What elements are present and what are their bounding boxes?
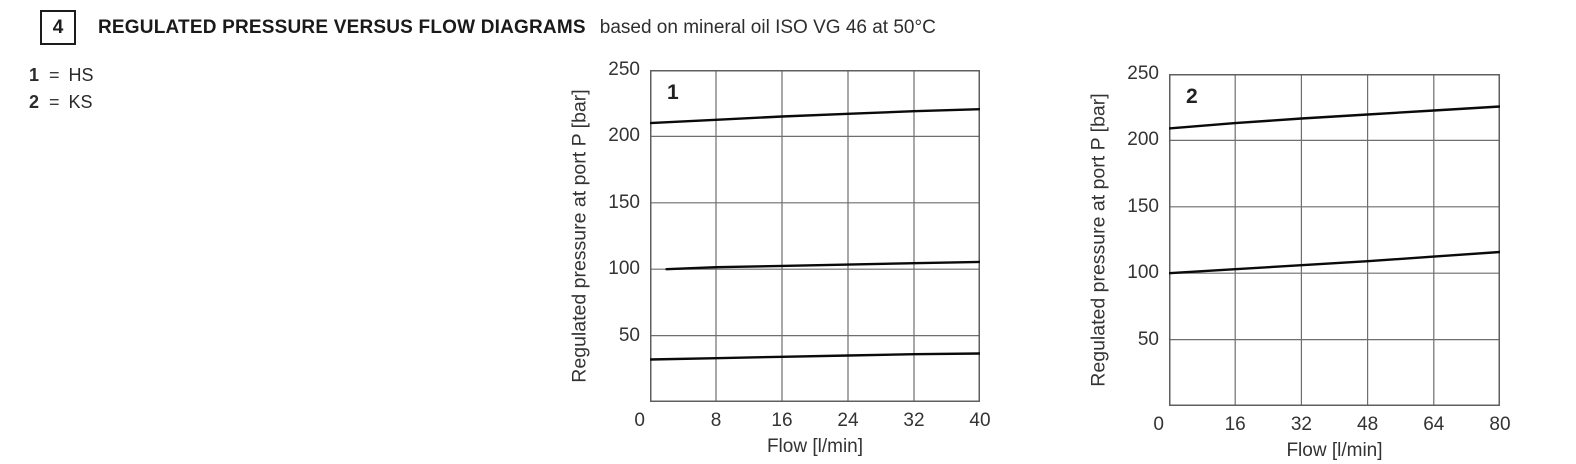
legend-item-hs: 1 = HS xyxy=(29,65,94,86)
chart-2-x-axis-label: Flow [l/min] xyxy=(1286,440,1383,461)
curve-pressure-setting-210-bar xyxy=(1169,105,1500,130)
curve-legend: 1 = HS 2 = KS xyxy=(29,65,94,119)
curve-pressure-setting-210-bar xyxy=(650,108,980,125)
x-tick-label: 32 xyxy=(903,410,925,431)
x-tick-label: 32 xyxy=(1290,414,1312,435)
plot-border xyxy=(650,70,980,402)
chart-2-plot-area: 2 xyxy=(1169,74,1500,406)
legend-item-ks: 2 = KS xyxy=(29,92,94,113)
legend-value: HS xyxy=(68,65,94,85)
legend-value: KS xyxy=(68,92,93,112)
plot-grid-and-curves xyxy=(650,70,980,402)
chart-2-y-tick-labels: 50 100 150 200 250 xyxy=(1107,63,1164,406)
page-title: REGULATED PRESSURE VERSUS FLOW DIAGRAMS xyxy=(98,16,586,38)
page-subtitle: based on mineral oil ISO VG 46 at 50°C xyxy=(599,16,936,38)
chart-1-x-axis-label: Flow [l/min] xyxy=(766,436,864,457)
legend-key: 2 xyxy=(29,92,40,112)
x-tick-label: 16 xyxy=(1224,414,1246,435)
x-tick-label: 24 xyxy=(837,410,859,431)
x-tick-label: 48 xyxy=(1357,414,1379,435)
x-tick-label: 8 xyxy=(710,410,722,431)
y-tick-label: 50 xyxy=(1137,328,1159,350)
curve-pressure-setting-32-bar xyxy=(650,352,980,361)
legend-separator: = xyxy=(49,92,60,112)
legend-separator: = xyxy=(49,65,60,85)
x-tick-label: 0 xyxy=(634,410,645,431)
chart-1-plot-area: 1 xyxy=(650,70,980,402)
y-tick-label: 150 xyxy=(1127,195,1159,217)
chart-1-y-tick-labels: 50 100 150 200 250 xyxy=(588,59,645,402)
y-tick-label: 250 xyxy=(1127,63,1159,84)
header: 4 REGULATED PRESSURE VERSUS FLOW DIAGRAM… xyxy=(40,10,936,45)
x-tick-label: 0 xyxy=(1153,414,1164,435)
y-tick-label: 150 xyxy=(608,191,640,213)
curve-pressure-setting-100-bar xyxy=(665,260,980,271)
chart-2-number-label: 2 xyxy=(1186,85,1198,108)
section-number: 4 xyxy=(52,16,64,38)
x-tick-label: 64 xyxy=(1423,414,1445,435)
legend-key: 1 xyxy=(29,65,40,85)
y-tick-label: 250 xyxy=(608,59,640,80)
x-tick-label: 16 xyxy=(771,410,793,431)
y-tick-label: 200 xyxy=(608,125,640,147)
plot-border xyxy=(1169,74,1500,406)
section-number-box: 4 xyxy=(40,10,76,45)
chart-2-block: Regulated pressure at port P [bar] 50 100… xyxy=(1088,63,1511,461)
x-tick-label: 40 xyxy=(969,410,991,431)
y-tick-label: 100 xyxy=(1127,262,1159,284)
plot-grid-and-curves xyxy=(1169,74,1500,406)
x-tick-label: 80 xyxy=(1489,414,1511,435)
y-tick-label: 100 xyxy=(608,258,640,280)
y-tick-label: 200 xyxy=(1127,129,1159,151)
chart-1-number-label: 1 xyxy=(667,81,679,104)
y-tick-label: 50 xyxy=(618,324,640,346)
chart-1-block: Regulated pressure at port P [bar] 50 100… xyxy=(569,59,991,457)
curve-pressure-setting-100-bar xyxy=(1169,250,1500,275)
